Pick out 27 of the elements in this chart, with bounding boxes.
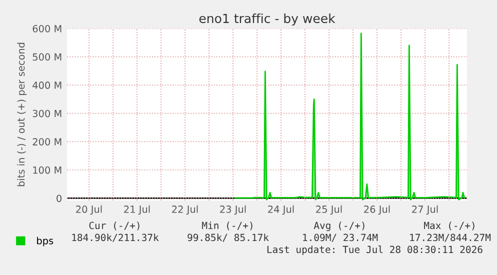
y-tick-label: 0 (56, 194, 62, 202)
text: 17.23M/844.27M (410, 234, 491, 242)
text: Avg (-/+) (314, 222, 364, 232)
x-tick-label: 27 Jul (412, 205, 438, 215)
text: Max (-/+) (424, 222, 474, 230)
y-axis-title: bits in (-) / out (+) per second (17, 42, 27, 186)
text: Min (-/+) (202, 222, 252, 230)
x-tick-label: 23 Jul (220, 205, 246, 215)
y-tick-label: 300 M (32, 110, 62, 118)
text: Last update: Tue Jul 28 08:30:11 2026 (267, 246, 482, 256)
x-tick-label: 21 Jul (124, 205, 150, 215)
x-tick-label: 20 Jul (76, 205, 102, 215)
text: 1.09M/ 23.74M (303, 234, 378, 242)
text: Cur (-/+) (89, 222, 140, 230)
chart-title: eno1 traffic - by week (199, 13, 336, 26)
x-tick-label: 25 Jul (316, 205, 342, 215)
legend-label: bps (37, 236, 54, 246)
y-tick-label: 600 M (32, 24, 62, 32)
y-tick-label: 100 M (33, 166, 62, 174)
text: 184.90k/211.37k (72, 234, 159, 242)
x-tick-label: 22 Jul (172, 205, 198, 215)
text: 99.85k/ 85.17k (188, 234, 269, 242)
y-tick-label: 500 M (32, 53, 62, 61)
x-tick-label: 26 Jul (364, 205, 390, 215)
y-tick-label: 200 M (32, 138, 62, 146)
y-tick-label: 400 M (32, 82, 62, 89)
x-tick-label: 24 Jul (268, 205, 294, 215)
